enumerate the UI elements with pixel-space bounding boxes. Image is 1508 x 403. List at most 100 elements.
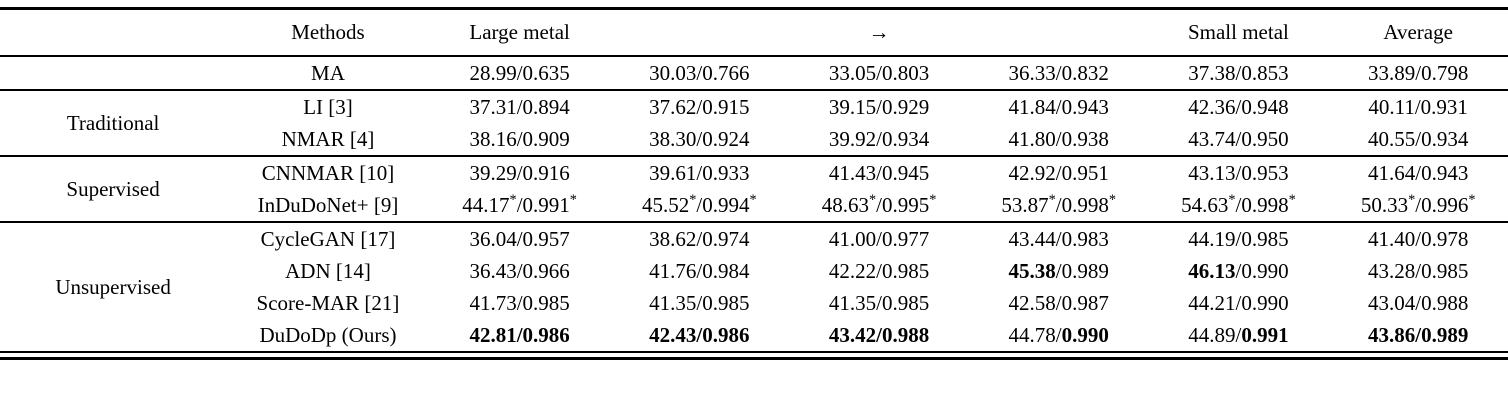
slash-separator: / bbox=[1415, 160, 1422, 185]
ssim-value: 0.916 bbox=[522, 160, 570, 185]
psnr-value: 41.00 bbox=[828, 226, 877, 251]
star-marker: * bbox=[1048, 191, 1056, 208]
table-row: MA 28.99/0.635 30.03/0.766 33.05/0.803 36.33… bbox=[0, 55, 1508, 90]
psnr-value: 42.22 bbox=[828, 258, 877, 283]
psnr-ssim-value: 48.63*/0.995* bbox=[789, 189, 969, 222]
psnr-ssim-value: 39.61/0.933 bbox=[609, 155, 790, 189]
psnr-value: 41.80 bbox=[1008, 126, 1056, 151]
ssim-value: 0.635 bbox=[522, 60, 570, 85]
psnr-value: 30.03 bbox=[649, 60, 697, 85]
slash-separator: / bbox=[1055, 126, 1062, 151]
psnr-value: 44.21 bbox=[1188, 290, 1236, 315]
slash-separator: / bbox=[1414, 94, 1421, 119]
table-row: Score-MAR [21] 41.73/0.985 41.35/0.985 41.3… bbox=[0, 287, 1508, 319]
psnr-ssim-value: 43.86/0.989 bbox=[1328, 319, 1508, 351]
psnr-ssim-value: 44.17*/0.991* bbox=[430, 189, 610, 222]
table-bottom-thin-rule bbox=[0, 351, 1508, 353]
psnr-value: 39.29 bbox=[469, 160, 517, 185]
table-row: ADN [14] 36.43/0.966 41.76/0.984 42.22/0.98… bbox=[0, 255, 1508, 287]
method-name: Score-MAR [21] bbox=[256, 290, 400, 315]
ssim-value: 0.986 bbox=[702, 322, 750, 347]
psnr-ssim-value: 46.13/0.990 bbox=[1149, 255, 1329, 287]
ssim-value: 0.832 bbox=[1061, 60, 1109, 85]
ssim-value: 0.945 bbox=[881, 160, 930, 185]
slash-separator: / bbox=[516, 60, 523, 85]
psnr-ssim-value: 43.04/0.988 bbox=[1328, 287, 1508, 319]
ssim-value: 0.943 bbox=[1421, 160, 1469, 185]
slash-separator: / bbox=[1055, 290, 1062, 315]
psnr-value: 45.52 bbox=[642, 192, 690, 217]
psnr-value: 41.35 bbox=[649, 290, 697, 315]
ssim-value: 0.938 bbox=[1061, 126, 1109, 151]
psnr-ssim-value: 43.28/0.985 bbox=[1328, 255, 1508, 287]
group-label: Supervised bbox=[0, 155, 227, 222]
ssim-value: 0.934 bbox=[881, 126, 930, 151]
psnr-value: 41.73 bbox=[469, 290, 517, 315]
psnr-value: 43.13 bbox=[1188, 160, 1236, 185]
ssim-value: 0.924 bbox=[702, 126, 750, 151]
slash-separator: / bbox=[516, 94, 523, 119]
ssim-value: 0.996 bbox=[1421, 192, 1469, 217]
psnr-ssim-value: 36.33/0.832 bbox=[968, 55, 1149, 90]
header-methods-cell: Methods bbox=[226, 10, 430, 57]
psnr-value: 33.05 bbox=[828, 60, 877, 85]
psnr-value: 33.89 bbox=[1367, 60, 1416, 85]
slash-separator: / bbox=[696, 192, 703, 217]
slash-separator: / bbox=[1415, 322, 1422, 347]
ssim-value: 0.984 bbox=[702, 258, 750, 283]
slash-separator: / bbox=[516, 290, 523, 315]
header-col-average: Average bbox=[1328, 10, 1508, 57]
psnr-ssim-value: 53.87*/0.998* bbox=[969, 189, 1149, 222]
slash-separator: / bbox=[1235, 192, 1242, 217]
psnr-ssim-value: 30.03/0.766 bbox=[609, 55, 790, 90]
slash-separator: / bbox=[876, 126, 882, 151]
star-marker: * bbox=[689, 191, 697, 208]
psnr-value: 41.35 bbox=[828, 290, 877, 315]
psnr-value: 43.74 bbox=[1188, 126, 1236, 151]
ssim-value: 0.987 bbox=[1061, 290, 1109, 315]
method-name: CNNMAR [10] bbox=[226, 155, 430, 189]
psnr-ssim-value: 41.73/0.985 bbox=[430, 287, 610, 319]
slash-separator: / bbox=[696, 60, 703, 85]
psnr-value: 40.55 bbox=[1367, 126, 1416, 151]
slash-separator: / bbox=[696, 290, 703, 315]
psnr-ssim-value: 37.31/0.894 bbox=[429, 89, 610, 123]
psnr-value: 36.43 bbox=[469, 258, 517, 283]
psnr-value: 42.36 bbox=[1188, 94, 1236, 119]
ssim-value: 0.994 bbox=[702, 192, 750, 217]
slash-separator: / bbox=[1415, 126, 1422, 151]
psnr-ssim-value: 41.43/0.945 bbox=[789, 155, 969, 189]
ssim-value: 0.978 bbox=[1421, 226, 1469, 251]
ssim-value: 0.929 bbox=[881, 94, 930, 119]
slash-separator: / bbox=[696, 322, 703, 347]
table-row: Unsupervised CycleGAN [17] 36.04/0.957 38.6… bbox=[0, 221, 1508, 351]
slash-separator: / bbox=[1055, 226, 1062, 251]
header-group-cell bbox=[0, 10, 227, 57]
slash-separator: / bbox=[696, 160, 703, 185]
group-label bbox=[0, 55, 227, 90]
psnr-ssim-value: 42.36/0.948 bbox=[1148, 89, 1329, 123]
slash-separator: / bbox=[876, 94, 882, 119]
psnr-ssim-value: 37.38/0.853 bbox=[1148, 55, 1329, 90]
results-table: Methods Large metal → Small metal Averag… bbox=[0, 10, 1508, 351]
psnr-value: 36.33 bbox=[1008, 60, 1056, 85]
method-name: NMAR [4] bbox=[281, 126, 375, 151]
header-col-blank-1 bbox=[609, 10, 790, 57]
psnr-value: 39.15 bbox=[828, 94, 877, 119]
slash-separator: / bbox=[1055, 322, 1062, 347]
psnr-ssim-value: 42.58/0.987 bbox=[969, 287, 1149, 319]
table-row: Traditional LI [3] 37.31/0.894 37.62/0.915 3… bbox=[0, 89, 1508, 156]
method-name: MA bbox=[226, 55, 430, 90]
psnr-value: 54.63 bbox=[1181, 192, 1229, 217]
slash-separator: / bbox=[1415, 226, 1422, 251]
ssim-value: 0.991 bbox=[1241, 322, 1289, 347]
psnr-value: 42.92 bbox=[1008, 160, 1056, 185]
psnr-ssim-value: 41.35/0.985 bbox=[789, 287, 969, 319]
slash-separator: / bbox=[876, 258, 882, 283]
psnr-value: 37.62 bbox=[649, 94, 697, 119]
psnr-ssim-value: 39.29/0.916 bbox=[429, 155, 610, 189]
ssim-value: 0.915 bbox=[702, 94, 750, 119]
method-name: DuDoDp (Ours) bbox=[259, 322, 397, 347]
ssim-value: 0.974 bbox=[702, 226, 750, 251]
psnr-ssim-value: 45.52*/0.994* bbox=[609, 189, 789, 222]
